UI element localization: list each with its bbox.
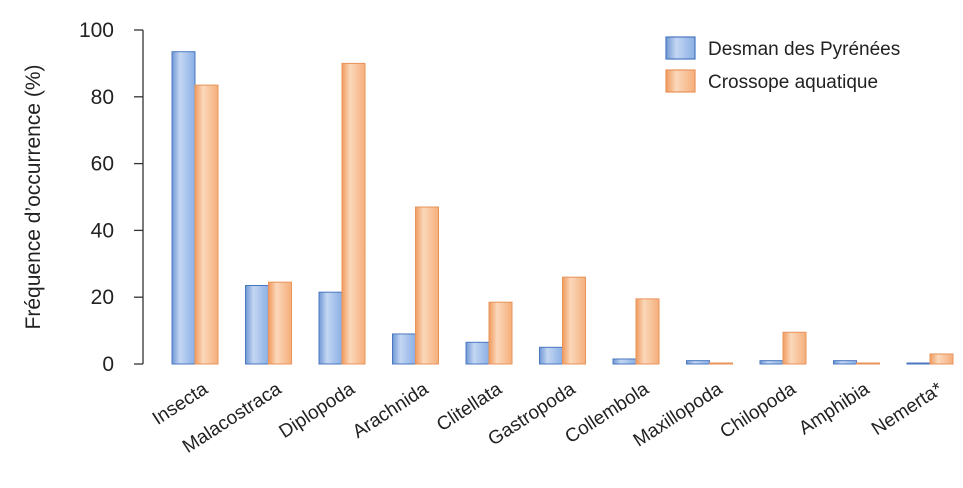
y-tick-label: 60 [91,153,114,176]
x-category-label: Diplopoda [276,378,360,442]
bar-desman-insecta [171,51,196,365]
legend-label-crossope: Crossope aquatique [708,72,878,93]
bar-crossope-gastropoda [562,276,586,365]
legend-swatch-desman [665,36,696,60]
legend-label-desman: Desman des Pyrénées [708,39,900,60]
y-tick-label: 80 [91,86,114,109]
bar-crossope-maxillopoda [709,362,733,365]
x-category-label: Chilopoda [717,378,801,442]
bar-crossope-nemerta [929,353,954,365]
bar-desman-arachnida [392,333,416,365]
bar-crossope-collembola [635,298,660,365]
bar-desman-amphibia [833,360,857,365]
bar-crossope-arachnida [415,206,439,365]
bar-crossope-amphibia [856,362,880,365]
bar-desman-chilopoda [759,360,784,365]
x-category-label: Insecta [149,378,212,429]
bar-crossope-insecta [194,84,219,365]
y-tick-label: 100 [79,19,114,42]
y-tick-label: 0 [102,353,114,376]
y-tick-label: 20 [91,286,114,309]
bar-desman-collembola [612,358,637,365]
bar-desman-diplopoda [318,291,343,365]
bar-desman-malacostraca [245,285,269,365]
bar-crossope-clitellata [488,301,513,365]
bars-group [171,51,954,365]
bar-desman-nemerta [906,362,931,365]
y-tick-label: 40 [91,219,114,242]
bar-crossope-diplopoda [341,62,366,365]
bar-crossope-chilopoda [782,331,807,365]
bar-desman-gastropoda [539,346,563,365]
bar-desman-clitellata [465,341,490,365]
y-axis-title: Fréquence d’occurrence (%) [22,65,45,330]
legend-swatch-crossope [665,69,696,93]
bar-desman-maxillopoda [686,360,710,365]
legend: Desman des Pyrénées Crossope aquatique [665,36,900,93]
x-category-label: Arachnida [349,378,433,442]
bar-crossope-malacostraca [268,281,292,365]
x-category-label: Nemerta* [868,378,947,440]
y-axis: 0 20 40 60 80 100 [79,19,144,376]
x-category-label: Amphibia [795,378,873,439]
